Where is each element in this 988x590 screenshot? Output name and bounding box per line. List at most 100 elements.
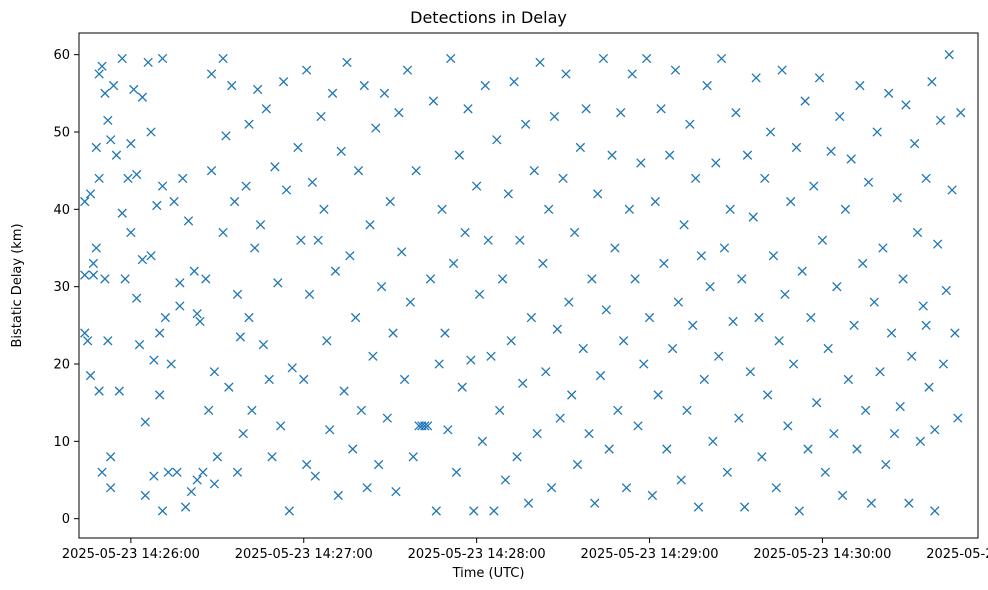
data-point: [131, 293, 142, 303]
data-point: [927, 77, 937, 87]
data-point: [538, 258, 548, 269]
data-point: [209, 367, 220, 377]
x-tick-label: 2025-05-23 14:31:00: [926, 547, 988, 562]
data-point: [157, 181, 168, 191]
data-point: [762, 390, 773, 400]
data-point: [440, 328, 450, 338]
data-point: [492, 135, 502, 145]
data-point: [469, 506, 479, 516]
data-point: [114, 386, 124, 396]
data-point: [204, 405, 214, 416]
data-points: [80, 49, 966, 516]
data-point: [855, 80, 865, 91]
data-point: [129, 84, 139, 95]
data-point: [201, 274, 211, 284]
data-point: [252, 84, 263, 95]
data-point: [826, 146, 836, 156]
data-point: [209, 479, 220, 489]
data-point: [463, 104, 473, 114]
data-point: [238, 428, 248, 439]
data-point: [94, 173, 104, 184]
data-point: [889, 428, 900, 439]
x-tick-label: 2025-05-23 14:26:00: [62, 547, 200, 562]
data-point: [731, 107, 741, 118]
data-point: [106, 483, 116, 493]
data-point: [780, 289, 790, 300]
data-point: [172, 467, 182, 477]
data-point: [232, 289, 243, 300]
data-point: [486, 351, 496, 361]
data-point: [745, 367, 756, 377]
data-point: [365, 220, 375, 230]
data-point: [388, 328, 398, 338]
data-point: [229, 196, 240, 207]
data-point: [901, 100, 911, 110]
data-point: [584, 428, 594, 439]
data-point: [192, 475, 202, 485]
data-point: [662, 444, 672, 454]
data-point: [88, 258, 99, 269]
data-point: [382, 413, 392, 423]
data-point: [175, 301, 185, 311]
data-point: [232, 467, 243, 477]
data-point: [106, 452, 116, 462]
data-point: [630, 274, 640, 284]
data-point: [94, 69, 104, 79]
data-point: [869, 297, 879, 307]
data-point: [333, 490, 343, 501]
data-point: [921, 320, 931, 330]
data-point: [149, 471, 159, 481]
data-point: [690, 173, 701, 184]
data-point: [800, 96, 810, 106]
data-point: [376, 282, 387, 292]
data-point: [832, 282, 842, 292]
data-point: [711, 158, 721, 168]
data-point: [374, 459, 384, 470]
data-point: [175, 278, 185, 288]
data-point: [835, 111, 845, 122]
data-point: [696, 251, 707, 261]
data-point: [85, 189, 96, 199]
data-point: [339, 386, 349, 396]
data-point: [595, 370, 606, 381]
data-point: [742, 150, 753, 160]
data-point: [725, 204, 735, 214]
data-point: [558, 173, 568, 184]
data-point: [860, 405, 871, 416]
data-point: [451, 467, 462, 477]
data-point: [518, 378, 528, 388]
data-point: [117, 53, 127, 64]
data-point: [446, 53, 456, 64]
data-point: [91, 142, 101, 153]
data-point: [307, 177, 318, 187]
data-point: [788, 359, 799, 369]
data-point: [520, 119, 531, 129]
data-point: [647, 490, 658, 501]
data-point: [169, 196, 179, 207]
data-point: [206, 69, 217, 79]
y-tick-label: 30: [53, 280, 70, 295]
data-point: [907, 351, 917, 361]
data-point: [811, 398, 822, 408]
data-point: [659, 258, 669, 269]
data-point: [342, 57, 352, 68]
data-point: [345, 251, 355, 261]
data-point: [806, 312, 816, 323]
data-point: [587, 274, 597, 284]
data-point: [604, 444, 614, 454]
data-point: [183, 216, 194, 226]
data-point: [247, 405, 257, 416]
x-tick-label: 2025-05-23 14:30:00: [753, 547, 891, 562]
data-point: [739, 502, 750, 512]
data-point: [160, 312, 171, 323]
data-point: [532, 428, 542, 439]
data-point: [653, 390, 663, 400]
x-tick-label: 2025-05-23 14:27:00: [235, 547, 373, 562]
data-point: [293, 142, 303, 153]
data-point: [636, 158, 646, 168]
data-point: [186, 486, 197, 497]
data-point: [149, 355, 159, 365]
data-point: [616, 107, 626, 118]
data-point: [244, 312, 254, 323]
data-point: [797, 266, 807, 276]
